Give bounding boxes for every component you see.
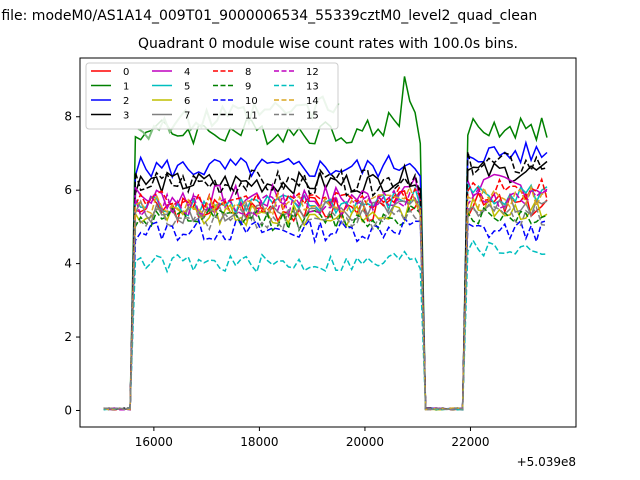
- y-tick-label: 4: [64, 257, 72, 271]
- legend-label-13: 13: [306, 82, 319, 93]
- legend-box: [85, 62, 339, 130]
- series-line-10: [103, 216, 548, 411]
- legend-label-3: 3: [123, 111, 129, 122]
- legend-label-8: 8: [245, 67, 251, 78]
- legend-label-10: 10: [245, 96, 258, 107]
- series-line-6: [103, 195, 548, 411]
- series-line-14: [103, 184, 548, 411]
- legend-label-2: 2: [123, 96, 129, 107]
- series-line-11: [103, 151, 548, 411]
- y-tick-label: 0: [64, 403, 72, 417]
- x-tick-label: 20000: [346, 435, 384, 449]
- y-axis: 0 2 4 6 8: [64, 110, 80, 417]
- legend-label-6: 6: [184, 96, 190, 107]
- x-tick-label: 22000: [451, 435, 489, 449]
- series-line-9: [103, 204, 548, 411]
- series-line-12: [103, 187, 548, 411]
- plot-frame: [79, 57, 577, 428]
- legend-label-0: 0: [123, 67, 129, 78]
- series-line-2: [103, 140, 548, 411]
- legend-label-1: 1: [123, 82, 129, 93]
- legend-label-9: 9: [245, 82, 251, 93]
- x-offset-label: +5.039e8: [517, 455, 576, 469]
- series-lines: [103, 76, 548, 411]
- series-line-15: [103, 204, 548, 411]
- chart-title: Quadrant 0 module wise count rates with …: [138, 36, 518, 52]
- legend-label-12: 12: [306, 67, 319, 78]
- y-tick-label: 2: [64, 330, 72, 344]
- y-tick-label: 6: [64, 183, 72, 197]
- legend-label-14: 14: [306, 96, 319, 107]
- legend-label-15: 15: [306, 111, 319, 122]
- y-tick-label: 8: [64, 110, 72, 124]
- series-line-5: [103, 182, 548, 411]
- legend-label-4: 4: [184, 67, 190, 78]
- x-axis: 16000 18000 20000 22000: [135, 427, 490, 449]
- series-line-13: [103, 238, 548, 411]
- legend-label-5: 5: [184, 82, 190, 93]
- series-line-7: [103, 192, 548, 411]
- legend-label-11: 11: [245, 111, 258, 122]
- legend-label-7: 7: [184, 111, 190, 122]
- x-tick-label: 16000: [135, 435, 173, 449]
- figure-suptitle: n file: modeM0/AS1A14_009T01_9000006534_…: [0, 8, 538, 24]
- x-tick-label: 18000: [240, 435, 278, 449]
